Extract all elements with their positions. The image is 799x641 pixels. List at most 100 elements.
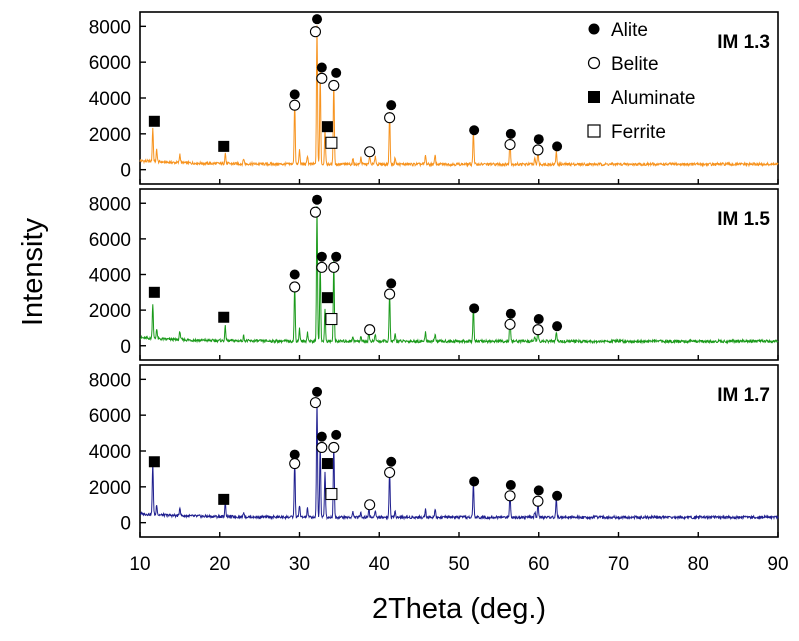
- ferrite-marker: [325, 487, 338, 501]
- x-tick-label: 50: [448, 554, 469, 575]
- xrd-series-line: [139, 206, 779, 345]
- alite-marker: [312, 386, 323, 397]
- panel-frame: [139, 364, 779, 538]
- y-tick-label: 4000: [89, 266, 131, 287]
- y-tick-label: 4000: [89, 442, 131, 463]
- belite-marker: [364, 499, 376, 511]
- belite-marker: [316, 72, 328, 84]
- legend-item: Aluminate: [588, 88, 696, 109]
- aluminate-marker: [148, 115, 160, 127]
- y-tick-label: 8000: [89, 370, 131, 391]
- belite-marker: [328, 79, 340, 92]
- legend-item: Alite: [588, 20, 648, 41]
- belite-marker: [364, 146, 376, 158]
- legend-label: Aluminate: [611, 88, 696, 109]
- alite-marker: [469, 476, 480, 487]
- y-tick-label: 6000: [89, 53, 131, 74]
- panels-layer: 0 2000 4000 6000 8000 IM 1.3 0 2000 4000 6000 8000…: [89, 11, 779, 538]
- belite-marker: [328, 261, 340, 273]
- x-axis: 10 20 30 40 50 60 70 80 90: [129, 554, 788, 575]
- y-tick-label: 8000: [89, 17, 131, 38]
- belite-marker: [289, 99, 301, 111]
- belite-marker: [504, 490, 516, 502]
- y-tick-label: 2000: [89, 125, 131, 146]
- x-tick-label: 60: [528, 554, 549, 575]
- legend-swatch: [588, 91, 600, 103]
- panel-1: 0 2000 4000 6000 8000 IM 1.3: [89, 11, 779, 185]
- legend-label: Belite: [611, 54, 659, 75]
- legend: Alite Belite Aluminate Ferrite: [587, 20, 696, 143]
- y-tick-label: 2000: [89, 478, 131, 499]
- aluminate-marker: [321, 458, 333, 470]
- y-tick-label: 8000: [89, 194, 131, 215]
- legend-swatch: [587, 124, 601, 138]
- x-tick-label: 70: [608, 554, 629, 575]
- aluminate-marker: [218, 311, 230, 323]
- alite-marker: [386, 100, 397, 111]
- alite-marker: [312, 194, 323, 205]
- alite-marker: [552, 321, 563, 332]
- belite-marker: [384, 288, 396, 300]
- alite-marker: [552, 490, 563, 501]
- aluminate-marker: [148, 286, 160, 298]
- xrd-series-line: [139, 25, 779, 168]
- belite-marker: [309, 26, 322, 38]
- aluminate-marker: [321, 292, 333, 304]
- x-axis-title: 2Theta (deg.): [372, 593, 546, 625]
- y-tick-label: 0: [120, 161, 131, 182]
- x-tick-label: 80: [688, 554, 709, 575]
- panel-frame: [139, 188, 779, 361]
- xrd-series-line: [139, 399, 779, 521]
- aluminate-marker: [148, 456, 160, 468]
- legend-label: Alite: [611, 20, 648, 41]
- belite-marker: [384, 112, 396, 124]
- belite-marker: [289, 281, 301, 293]
- legend-label: Ferrite: [611, 122, 666, 143]
- belite-marker: [364, 324, 376, 336]
- belite-marker: [316, 441, 328, 453]
- belite-marker: [289, 457, 301, 470]
- alite-marker: [533, 485, 544, 496]
- ferrite-marker: [325, 136, 338, 149]
- alite-marker: [469, 303, 480, 314]
- y-tick-label: 6000: [89, 406, 131, 427]
- y-tick-label: 0: [120, 514, 131, 535]
- panel-label: IM 1.7: [717, 385, 770, 406]
- belite-marker: [328, 441, 340, 453]
- aluminate-marker: [321, 121, 333, 133]
- legend-swatch: [587, 56, 601, 70]
- panel-label: IM 1.3: [717, 32, 770, 53]
- y-tick-label: 4000: [89, 89, 131, 110]
- legend-item: Belite: [587, 54, 659, 75]
- belite-marker: [532, 495, 544, 507]
- x-tick-label: 40: [369, 554, 390, 575]
- alite-marker: [386, 278, 397, 289]
- alite-marker: [316, 62, 327, 73]
- aluminate-marker: [218, 493, 230, 505]
- alite-marker: [505, 480, 516, 491]
- alite-marker: [331, 429, 342, 440]
- y-axis-title: Intensity: [17, 218, 49, 326]
- alite-marker: [316, 251, 327, 262]
- alite-marker: [312, 14, 323, 25]
- alite-marker: [505, 308, 516, 319]
- alite-marker: [316, 431, 327, 442]
- x-tick-label: 30: [289, 554, 310, 575]
- belite-marker: [532, 144, 544, 156]
- belite-marker: [384, 466, 396, 479]
- alite-marker: [469, 125, 480, 136]
- belite-marker: [309, 206, 322, 218]
- alite-marker: [552, 141, 563, 152]
- belite-marker: [504, 318, 516, 330]
- ferrite-marker: [325, 312, 338, 326]
- panel-3: 0 2000 4000 6000 8000 IM 1.7: [89, 364, 779, 538]
- alite-marker: [505, 128, 516, 139]
- y-tick-label: 2000: [89, 301, 131, 322]
- alite-marker: [331, 67, 342, 78]
- panel-2: 0 2000 4000 6000 8000 IM 1.5: [89, 188, 779, 361]
- panel-label: IM 1.5: [717, 209, 770, 230]
- alite-marker: [533, 314, 544, 325]
- y-tick-label: 0: [120, 337, 131, 358]
- belite-marker: [309, 397, 322, 409]
